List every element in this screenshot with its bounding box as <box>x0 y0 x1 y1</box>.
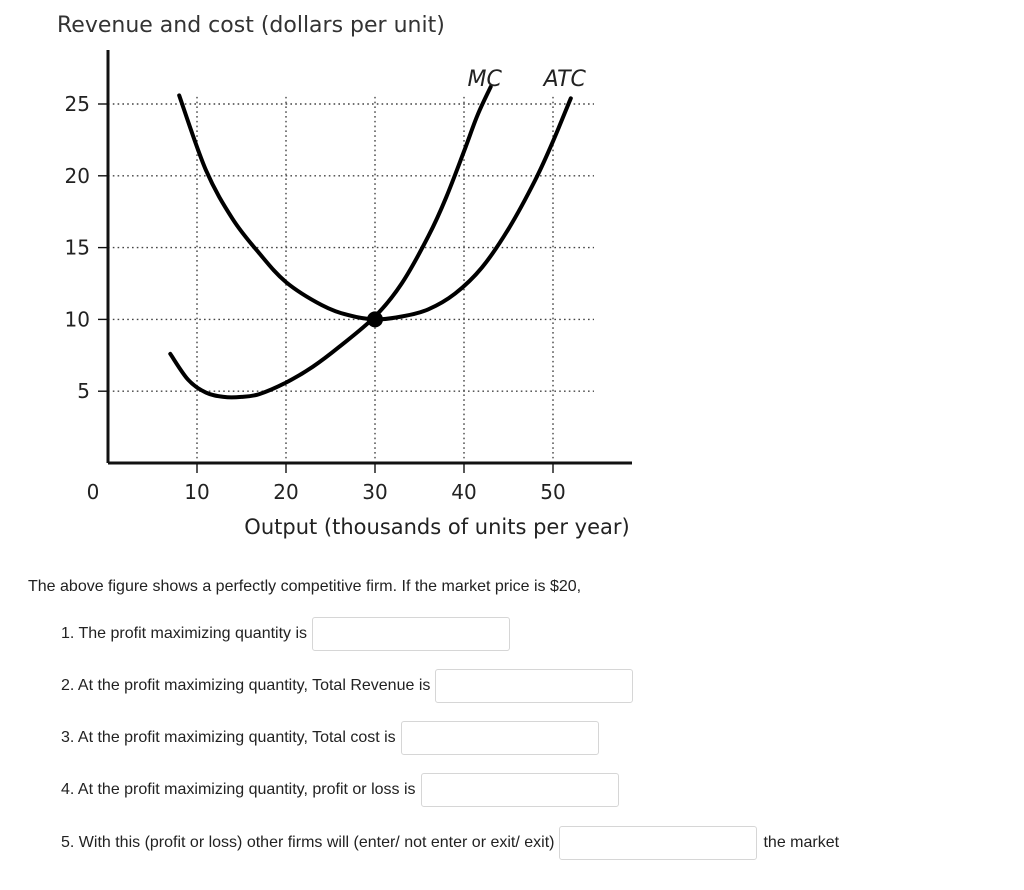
x-tick-label: 10 <box>184 480 209 504</box>
question-5-suffix: the market <box>763 834 840 851</box>
y-tick-label: 25 <box>65 92 90 116</box>
atc-label: ATC <box>542 67 587 92</box>
question-4-row: 4. At the profit maximizing quantity, pr… <box>61 772 619 808</box>
cost-curves-chart: Revenue and cost (dollars per unit) 10 20… <box>57 13 632 539</box>
atc-curve <box>177 93 573 322</box>
x-tick-label: 50 <box>540 480 565 504</box>
y-tick-label: 15 <box>65 236 90 260</box>
question-4-answer-input[interactable] <box>420 773 619 807</box>
chart-title: Revenue and cost (dollars per unit) <box>57 13 445 38</box>
question-5-answer-input[interactable] <box>559 826 758 860</box>
curves <box>168 84 573 400</box>
question-1-row: 1. The profit maximizing quantity is <box>61 616 511 652</box>
grid <box>108 96 594 463</box>
mc-label: MC <box>468 67 503 92</box>
question-1-answer-input[interactable] <box>312 617 511 651</box>
question-2-row: 2. At the profit maximizing quantity, To… <box>61 668 634 704</box>
question-2-answer-input[interactable] <box>435 669 634 703</box>
y-tick-label: 5 <box>77 379 90 403</box>
intersection-point <box>367 311 383 328</box>
question-4-label: 4. At the profit maximizing quantity, pr… <box>61 781 416 798</box>
x-tick-label: 20 <box>273 480 298 504</box>
x-tick-label: 30 <box>362 480 387 504</box>
question-2-label: 2. At the profit maximizing quantity, To… <box>61 677 431 694</box>
question-3-label: 3. At the profit maximizing quantity, To… <box>61 729 396 746</box>
question-3-answer-input[interactable] <box>400 721 599 755</box>
x-axis-label: Output (thousands of units per year) <box>244 515 629 539</box>
y-ticks: 25 20 15 10 5 <box>65 92 108 403</box>
mc-curve <box>168 84 493 400</box>
y-tick-label: 20 <box>65 164 90 188</box>
axes <box>106 50 632 465</box>
question-intro: The above figure shows a perfectly compe… <box>28 578 582 595</box>
question-5-label: 5. With this (profit or loss) other firm… <box>61 834 555 851</box>
y-tick-label: 10 <box>65 307 90 331</box>
question-5-row: 5. With this (profit or loss) other firm… <box>61 825 839 861</box>
series-labels: MC ATC <box>468 67 587 92</box>
x-ticks: 10 20 30 40 50 <box>184 463 566 504</box>
origin-label: 0 <box>87 480 100 504</box>
x-tick-label: 40 <box>451 480 476 504</box>
question-1-label: 1. The profit maximizing quantity is <box>61 625 308 642</box>
question-3-row: 3. At the profit maximizing quantity, To… <box>61 720 599 756</box>
